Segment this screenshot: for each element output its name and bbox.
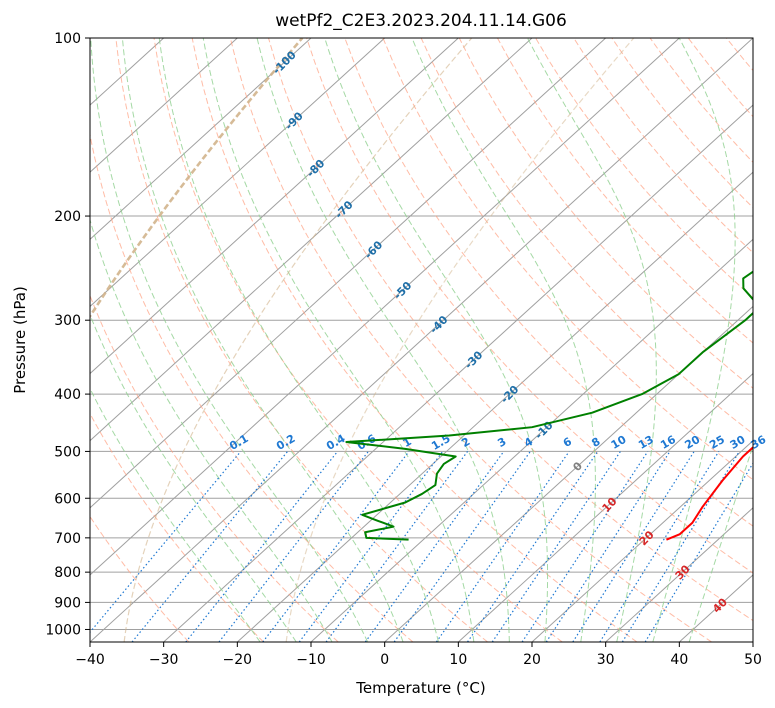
mixing-ratio-line bbox=[131, 451, 289, 642]
moist-adiabat-line bbox=[121, 38, 404, 642]
x-tick-label: −20 bbox=[223, 652, 253, 668]
moist-adiabat-line bbox=[90, 38, 369, 642]
mixing-ratio-line bbox=[364, 451, 505, 642]
isobar-grid bbox=[90, 38, 753, 630]
mixing-ratio-line bbox=[644, 462, 753, 642]
lcl-curves bbox=[90, 38, 635, 642]
mixing-ratio-line bbox=[262, 451, 410, 642]
mixing-ratio-line bbox=[599, 451, 720, 642]
lcl-curve bbox=[285, 38, 635, 642]
y-tick-label: 800 bbox=[54, 565, 81, 581]
dry-adiabat-line bbox=[115, 38, 488, 642]
y-tick-label: 200 bbox=[54, 209, 81, 225]
dry-adiabat-line bbox=[90, 515, 190, 642]
y-axis-label: Pressure (hPa) bbox=[11, 286, 29, 394]
moist-adiabat-line bbox=[324, 38, 549, 642]
y-tick-label: 500 bbox=[54, 444, 81, 460]
isotherm-line bbox=[90, 38, 753, 642]
y-tick-label: 1000 bbox=[45, 622, 81, 638]
dry-adiabat-line bbox=[90, 294, 339, 642]
isotherm-line bbox=[90, 38, 459, 375]
y-axis-ticks: 100 200 300 400 500 600 700 800 900 1000 bbox=[45, 31, 90, 638]
y-tick-label: 100 bbox=[54, 31, 81, 47]
isotherm-line bbox=[384, 305, 753, 642]
x-tick-label: −30 bbox=[149, 652, 179, 668]
dry-adiabats bbox=[90, 38, 753, 642]
x-tick-label: −10 bbox=[296, 652, 326, 668]
isotherm-line bbox=[90, 38, 238, 173]
mixing-ratio-line bbox=[621, 451, 740, 642]
plot-frame bbox=[89, 37, 754, 643]
isotherm-grid bbox=[90, 38, 753, 642]
x-tick-label: 0 bbox=[380, 652, 389, 668]
isotherm-line bbox=[90, 38, 386, 308]
x-tick-label: −40 bbox=[75, 652, 105, 668]
x-tick-label: 30 bbox=[597, 652, 615, 668]
x-axis-label: Temperature (°C) bbox=[355, 679, 485, 697]
mixing-ratio-line bbox=[218, 451, 369, 642]
isotherm-line bbox=[90, 38, 533, 442]
moist-adiabat-line bbox=[202, 38, 475, 642]
dry-adiabat-line bbox=[344, 38, 753, 527]
y-tick-label: 300 bbox=[54, 313, 81, 329]
moist-adiabat-line bbox=[688, 444, 753, 642]
y-tick-label: 600 bbox=[54, 491, 81, 507]
moist-adiabat-line bbox=[90, 313, 297, 642]
x-tick-label: 20 bbox=[523, 652, 541, 668]
moist-adiabat-line bbox=[90, 218, 333, 642]
isotherm-line bbox=[605, 507, 753, 642]
moist-adiabat-line bbox=[256, 38, 510, 642]
sounding-profiles bbox=[345, 270, 753, 541]
dry-adiabat-line bbox=[497, 38, 753, 344]
isotherm-line bbox=[90, 38, 607, 509]
isotherm-line bbox=[310, 238, 753, 642]
moist-adiabat-line bbox=[90, 387, 261, 642]
dry-adiabat-line bbox=[268, 38, 753, 622]
dry-adiabat-line bbox=[153, 38, 563, 642]
y-tick-label: 900 bbox=[54, 595, 81, 611]
isotherm-line bbox=[90, 38, 680, 576]
x-tick-label: 50 bbox=[744, 652, 762, 668]
x-axis-ticks: −40 −30 −20 −10 0 10 20 30 40 50 bbox=[75, 642, 762, 668]
dewpoint-profile bbox=[345, 270, 753, 541]
mixing-ratio-line bbox=[185, 451, 339, 642]
chart-title: wetPf2_C2E3.2023.204.11.14.G06 bbox=[275, 11, 567, 31]
mixing-ratio-line bbox=[435, 451, 570, 642]
isotherm-line bbox=[236, 171, 753, 642]
dry-adiabat-line bbox=[229, 38, 712, 642]
dry-adiabat-line bbox=[191, 38, 638, 642]
isotherm-line bbox=[163, 104, 753, 642]
dry-adiabat-line bbox=[306, 38, 753, 574]
lcl-curve bbox=[90, 38, 304, 319]
moist-adiabat-line bbox=[411, 38, 596, 642]
dry-adiabat-line bbox=[90, 132, 414, 642]
moist-adiabat-line bbox=[652, 38, 736, 642]
dry-adiabat-line bbox=[382, 38, 753, 481]
mixing-ratio-line bbox=[90, 451, 242, 634]
mixing-ratio-line bbox=[545, 451, 671, 642]
dry-adiabat-line bbox=[458, 38, 753, 389]
lcl-curve bbox=[123, 38, 473, 642]
dry-adiabat-line bbox=[90, 412, 264, 642]
mixing-ratio-line bbox=[572, 451, 695, 642]
temperature-profile bbox=[666, 446, 753, 541]
dry-adiabat-line bbox=[535, 38, 753, 299]
y-tick-label: 400 bbox=[54, 387, 81, 403]
y-tick-label: 700 bbox=[54, 531, 81, 547]
mixing-ratio-lines bbox=[90, 451, 753, 642]
isotherm-line bbox=[90, 38, 312, 241]
moist-adiabat-line bbox=[158, 38, 439, 642]
mixing-ratio-line bbox=[467, 451, 599, 642]
x-tick-label: 10 bbox=[449, 652, 467, 668]
isotherm-line bbox=[457, 372, 753, 642]
isotherm-line bbox=[531, 439, 753, 642]
mixing-ratio-line bbox=[393, 451, 531, 642]
x-tick-label: 40 bbox=[670, 652, 688, 668]
